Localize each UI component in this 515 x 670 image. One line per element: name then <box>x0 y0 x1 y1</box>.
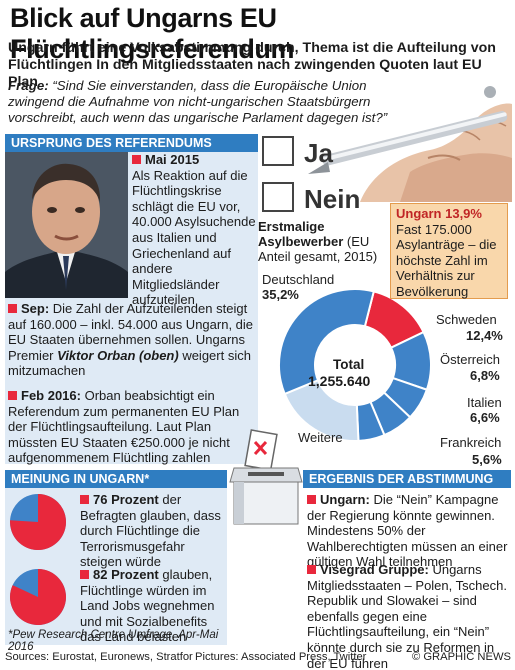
meinung-82-text: glauben, Flüchtlinge würden im Land Jobs… <box>80 567 215 645</box>
ergebnis-ungarn-text: Die “Nein” Kampagne der Regierung könnte… <box>307 492 508 570</box>
ungarn-callout: Ungarn 13,9% Fast 175.000 Asylanträge – … <box>390 203 508 299</box>
ergebnis-heading: ERGEBNIS DER ABSTIMMUNG <box>303 470 511 488</box>
red-square-icon <box>80 570 89 579</box>
asyl-title-rest: (EU Anteil gesamt, 2015) <box>258 234 378 264</box>
sep-date: Sep: <box>21 301 50 316</box>
mai-text: Als Reaktion auf die Flüchtlingskrise sc… <box>132 167 256 308</box>
pie-82-chart <box>9 569 66 625</box>
red-square-icon <box>132 155 141 164</box>
nein-checkbox <box>262 182 294 212</box>
ungarn-callout-head: Ungarn 13,9% <box>396 206 482 221</box>
nein-label: Nein <box>304 184 361 214</box>
ballot-box-icon <box>229 429 303 525</box>
red-square-icon <box>307 495 316 504</box>
question-text: “Sind Sie einverstanden, dass die Europä… <box>8 78 388 125</box>
page-subtitle: Ungarn führt eine Volksabstimmung durch,… <box>8 40 496 90</box>
red-square-icon <box>307 565 316 574</box>
meinung-76: 76 Prozent der Befragten glauben, dass d… <box>80 492 226 570</box>
question-label: Frage: <box>8 78 49 93</box>
red-square-icon <box>80 495 89 504</box>
ergebnis-visegrad-bold: Visegrad Gruppe: <box>320 562 429 577</box>
label-oesterreich-pct: 6,8% <box>470 368 500 383</box>
referendum-question: Frage: “Sind Sie einverstanden, dass die… <box>8 78 388 126</box>
ergebnis-ungarn: Ungarn: Die “Nein” Kampagne der Regierun… <box>307 492 511 570</box>
asyl-chart-title: Erstmalige Asylbewerber (EU Anteil gesam… <box>258 219 393 264</box>
asyl-title-bold: Erstmalige Asylbewerber <box>258 219 344 249</box>
orban-portrait-illustration <box>5 152 128 298</box>
ursprung-heading: URSPRUNG DES REFERENDUMS <box>5 134 258 152</box>
label-deutschland-pct: 35,2% <box>262 287 299 302</box>
meinung-82: 82 Prozent glauben, Flüchtlinge würden i… <box>80 567 226 645</box>
label-frankreich-pct: 5,6% <box>472 452 502 467</box>
donut-total-label: Total <box>333 357 365 372</box>
label-deutschland: Deutschland <box>262 272 335 287</box>
footer-pictures: Pictures: Associated Press, Twitter <box>195 651 367 663</box>
red-square-icon <box>8 304 17 313</box>
label-italien-pct: 6,6% <box>470 410 500 425</box>
label-oesterreich: Österreich <box>440 352 500 367</box>
donut-slice-deutschland <box>278 288 376 396</box>
page-title: Blick auf Ungarns EU Flüchtlingsreferend… <box>10 3 295 64</box>
feb-date: Feb 2016: <box>21 388 81 403</box>
red-square-icon <box>8 391 17 400</box>
mai-date: Mai 2015 <box>145 152 200 167</box>
orban-photo <box>5 152 128 298</box>
pie-76-chart <box>9 494 66 550</box>
label-schweden: Schweden <box>436 312 497 327</box>
ungarn-callout-text: Fast 175.000 Asylanträge – die höchste Z… <box>396 221 497 299</box>
label-schweden-pct: 12,4% <box>466 328 503 343</box>
footer-sources: Sources: Eurostat, Euronews, Stratfor <box>5 651 193 663</box>
sep-text-1: Die Zahl der Aufzuteilenden steigt auf 1… <box>8 301 254 363</box>
ja-checkbox <box>262 136 294 166</box>
label-frankreich: Frankreich <box>440 435 502 450</box>
hand-pen-illustration <box>308 86 512 202</box>
pie-76-slice <box>9 494 66 550</box>
feb-text: Orban beabsichtigt ein Referendum zum pe… <box>8 388 240 466</box>
sep-name: Viktor Orban (oben) <box>57 347 179 363</box>
meinung-82-bold: 82 Prozent <box>93 567 159 582</box>
ergebnis-ungarn-bold: Ungarn: <box>320 492 370 507</box>
ja-label: Ja <box>304 138 333 168</box>
timeline-feb-2016: Feb 2016: Orban beabsichtigt ein Referen… <box>8 388 258 466</box>
timeline-sep: Sep: Die Zahl der Aufzuteilenden steigt … <box>8 301 258 379</box>
meinung-heading: MEINUNG IN UNGARN* <box>5 470 227 488</box>
meinung-note: *Pew Research Centre Umfrage, Apr-Mai 20… <box>8 629 219 653</box>
timeline-mai-2015: Mai 2015 Als Reaktion auf die Flüchtling… <box>132 152 256 308</box>
pie-82-slice <box>9 569 66 625</box>
ergebnis-visegrad-text: Ungarns Mitgliedsstaaten – Polen, Tschec… <box>307 562 507 670</box>
asyl-donut-chart <box>278 288 432 442</box>
footer-brand: © GRAPHIC NEWS <box>412 651 511 663</box>
meinung-76-bold: 76 Prozent <box>93 492 159 507</box>
ergebnis-visegrad: Visegrad Gruppe: Ungarns Mitgliedsstaate… <box>307 562 511 670</box>
donut-total-value: 1,255.640 <box>308 373 371 389</box>
sep-text-2: weigert sich mitzumachen <box>8 347 251 379</box>
ergebnis-panel <box>303 470 511 645</box>
footer: Sources: Eurostat, Euronews, Stratfor Pi… <box>5 651 511 663</box>
meinung-76-text: der Befragten glauben, dass durch Flücht… <box>80 492 221 570</box>
label-italien: Italien <box>467 395 502 410</box>
label-weitere: Weitere <box>298 430 343 445</box>
